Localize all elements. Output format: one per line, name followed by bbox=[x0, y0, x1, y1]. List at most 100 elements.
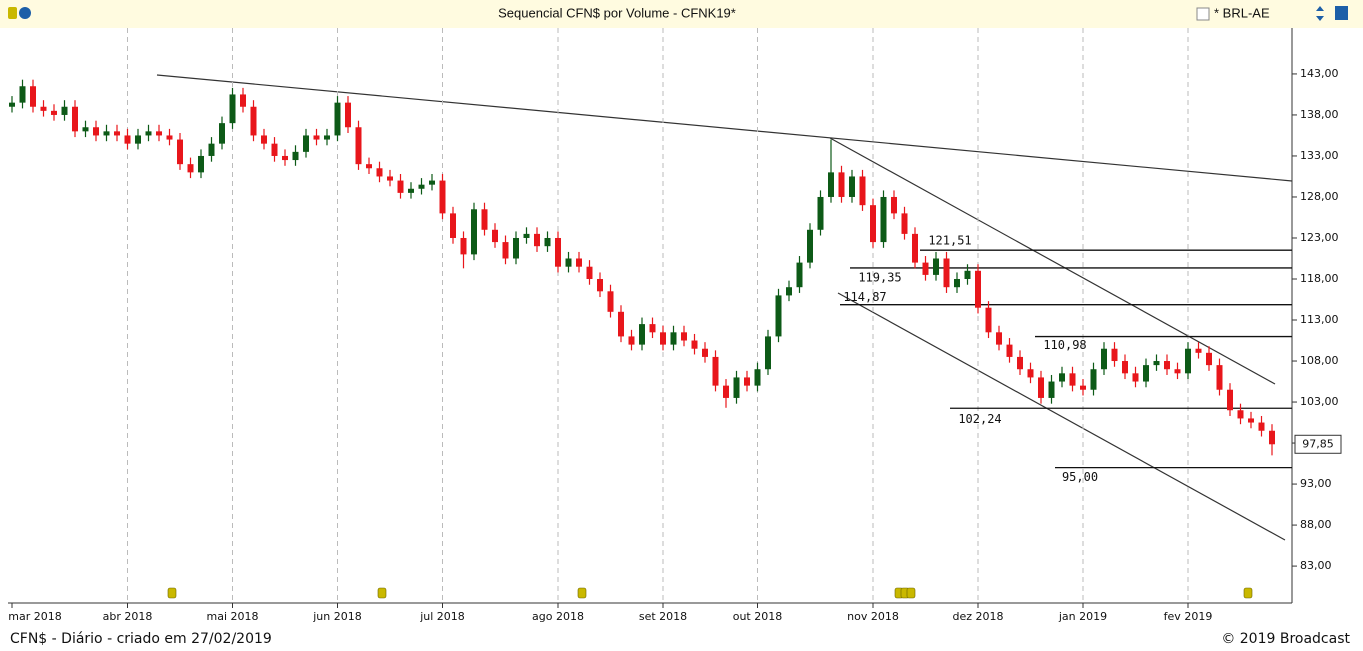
candle-body bbox=[72, 106, 78, 132]
candle-body bbox=[103, 131, 110, 136]
x-tick-label: jan 2019 bbox=[1058, 610, 1107, 623]
event-icon[interactable] bbox=[577, 587, 587, 599]
candle-body bbox=[1143, 365, 1149, 382]
candle-body bbox=[1164, 361, 1170, 370]
candle-body bbox=[1038, 377, 1044, 398]
candle-body bbox=[586, 266, 593, 279]
title-bar bbox=[0, 0, 1363, 28]
candle-body bbox=[544, 237, 551, 247]
event-icon[interactable] bbox=[1243, 587, 1253, 599]
x-tick-label: jul 2018 bbox=[419, 610, 465, 623]
window-button[interactable] bbox=[1335, 6, 1348, 20]
candle-body bbox=[996, 332, 1002, 345]
candle-body bbox=[124, 135, 131, 144]
candle-body bbox=[1048, 381, 1055, 398]
candle-body bbox=[1269, 430, 1275, 445]
candle-body bbox=[282, 155, 288, 161]
candle-body bbox=[82, 127, 89, 132]
event-icon[interactable] bbox=[906, 587, 916, 599]
y-tick-label: 93,00 bbox=[1300, 477, 1332, 490]
y-tick-label: 123,00 bbox=[1300, 231, 1339, 244]
candle-body bbox=[313, 135, 320, 140]
candle-body bbox=[754, 369, 761, 386]
candle-body bbox=[502, 242, 509, 259]
candle-body bbox=[775, 295, 782, 337]
candle-body bbox=[733, 377, 740, 398]
trend-line bbox=[837, 292, 1286, 541]
candle-body bbox=[355, 127, 362, 165]
y-tick-label: 113,00 bbox=[1300, 313, 1339, 326]
candle-body bbox=[61, 106, 68, 115]
x-tick-label: ago 2018 bbox=[532, 610, 584, 623]
event-icon[interactable] bbox=[167, 587, 177, 599]
instrument: * BRL-AE bbox=[1214, 5, 1270, 20]
trend-line bbox=[829, 137, 1276, 385]
candle-body bbox=[229, 94, 236, 124]
candle-body bbox=[628, 336, 635, 345]
candle-body bbox=[1101, 348, 1107, 370]
scroll-button[interactable] bbox=[1316, 6, 1324, 21]
candle-body bbox=[1153, 361, 1160, 366]
candle-body bbox=[912, 233, 918, 263]
candle-body bbox=[250, 106, 257, 136]
trend-line bbox=[156, 74, 1293, 182]
candle-body bbox=[51, 110, 57, 115]
checkbox[interactable] bbox=[1196, 7, 1210, 21]
candle-body bbox=[418, 184, 425, 189]
event-icon[interactable] bbox=[377, 587, 387, 599]
candle-body bbox=[1059, 373, 1065, 382]
candle-body bbox=[786, 287, 792, 296]
candle-body bbox=[145, 131, 152, 136]
candle-body bbox=[660, 332, 666, 345]
candle-body bbox=[597, 278, 603, 292]
level-label: 114,87 bbox=[843, 290, 886, 304]
candle-body bbox=[1206, 352, 1212, 366]
candle-body bbox=[523, 233, 530, 238]
candle-body bbox=[975, 270, 981, 308]
candle-body bbox=[723, 385, 729, 398]
candle-body bbox=[366, 164, 372, 169]
clock-icon[interactable] bbox=[19, 7, 31, 19]
candle-body bbox=[576, 258, 582, 267]
x-tick-label: out 2018 bbox=[733, 610, 783, 623]
candle-body bbox=[1258, 422, 1265, 431]
candle-body bbox=[345, 102, 351, 128]
y-tick-label: 128,00 bbox=[1300, 190, 1339, 203]
candle-body bbox=[460, 237, 467, 255]
candle-body bbox=[292, 151, 299, 161]
candle-body bbox=[702, 348, 708, 357]
candle-body bbox=[334, 102, 341, 136]
candle-body bbox=[828, 172, 834, 197]
candle-body bbox=[40, 106, 47, 111]
y-tick-label: 133,00 bbox=[1300, 149, 1339, 162]
candle-body bbox=[324, 135, 330, 140]
candle-body bbox=[954, 278, 960, 288]
x-tick-label: nov 2018 bbox=[847, 610, 899, 623]
candle-body bbox=[1090, 369, 1097, 390]
y-tick-label: 83,00 bbox=[1300, 559, 1332, 572]
candle-body bbox=[1111, 348, 1118, 362]
candle-body bbox=[9, 102, 15, 107]
candle-body bbox=[534, 233, 540, 247]
level-label: 102,24 bbox=[958, 412, 1001, 426]
candle-body bbox=[156, 131, 162, 136]
candle-body bbox=[1174, 369, 1181, 374]
candle-body bbox=[198, 155, 204, 173]
candle-body bbox=[492, 229, 498, 243]
candle-body bbox=[565, 258, 572, 267]
candle-body bbox=[1027, 369, 1034, 378]
x-tick-label: mai 2018 bbox=[206, 610, 258, 623]
candle-body bbox=[744, 377, 750, 386]
x-tick-label: set 2018 bbox=[639, 610, 687, 623]
candle-body bbox=[1248, 418, 1254, 423]
candle-body bbox=[408, 188, 414, 193]
volume-icon[interactable] bbox=[8, 7, 17, 19]
candle-body bbox=[649, 324, 656, 333]
candle-body bbox=[93, 127, 99, 136]
candle-body bbox=[30, 86, 36, 107]
candle-body bbox=[1006, 344, 1013, 357]
candle-body bbox=[639, 324, 645, 345]
candle-body bbox=[376, 168, 383, 177]
